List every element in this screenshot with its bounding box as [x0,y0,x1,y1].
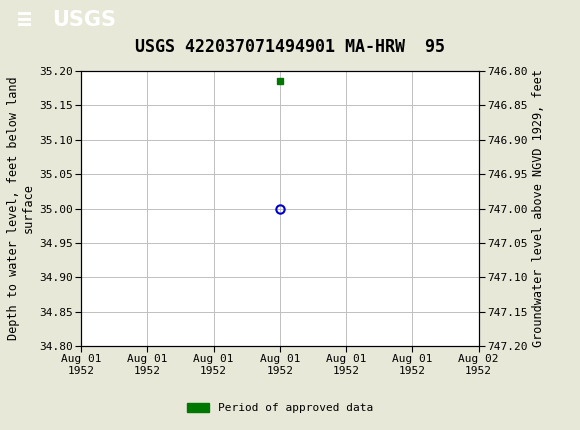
Legend: Period of approved data: Period of approved data [182,398,378,418]
Text: USGS: USGS [52,10,116,30]
Text: ≡: ≡ [17,8,32,32]
Y-axis label: Groundwater level above NGVD 1929, feet: Groundwater level above NGVD 1929, feet [531,70,545,347]
Y-axis label: Depth to water level, feet below land
surface: Depth to water level, feet below land su… [7,77,35,341]
Text: USGS 422037071494901 MA-HRW  95: USGS 422037071494901 MA-HRW 95 [135,38,445,56]
